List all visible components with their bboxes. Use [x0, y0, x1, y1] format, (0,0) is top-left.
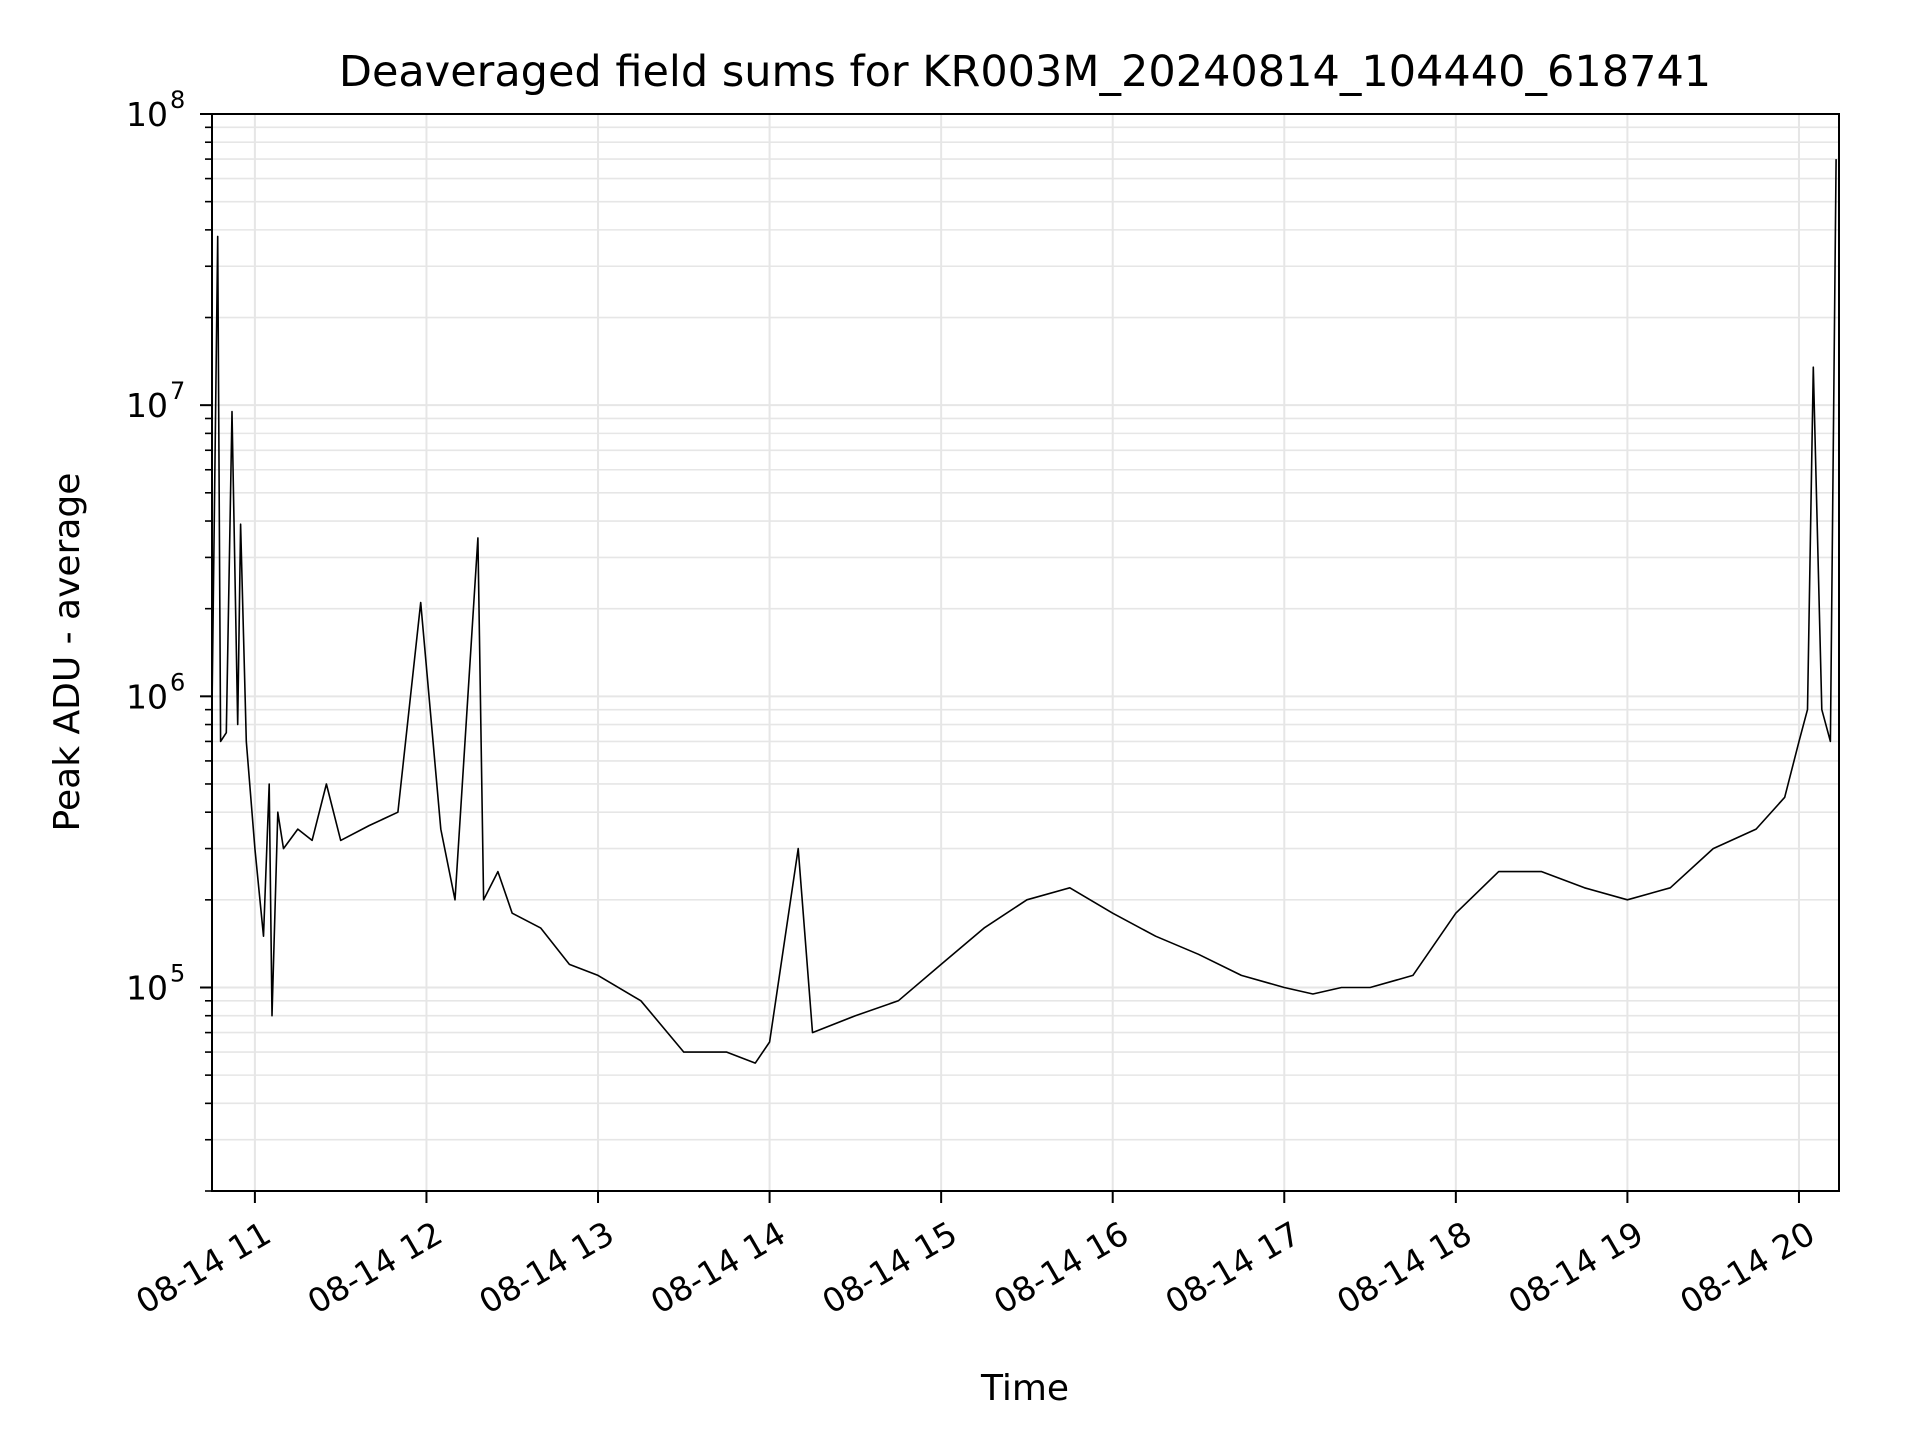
x-axis: 08-14 11 08-14 12 08-14 13 08-14 14 08-14 15…: [129, 1191, 1821, 1322]
series-line: [212, 159, 1837, 1064]
y-axis-title: Peak ADU - average: [47, 473, 88, 832]
x-tick-label: 08-14 13: [472, 1214, 620, 1322]
x-tick-label: 08-14 14: [644, 1214, 792, 1322]
x-tick-label: 08-14 11: [129, 1214, 277, 1322]
x-tick-label: 08-14 18: [1330, 1214, 1478, 1322]
x-tick-label: 08-14 12: [301, 1214, 449, 1322]
grid: [212, 113, 1839, 1192]
y-tick-label: 10: [126, 968, 168, 1007]
y-tick-exponent: 7: [170, 377, 185, 405]
x-tick-label: 08-14 20: [1673, 1214, 1821, 1322]
y-tick-exponent: 6: [170, 668, 185, 696]
x-tick-label: 08-14 16: [987, 1214, 1135, 1322]
plot-frame: [211, 113, 1840, 1192]
y-tick-label: 10: [126, 677, 168, 716]
data-layer: [212, 159, 1837, 1064]
y-tick-label: 10: [126, 95, 168, 134]
x-tick-label: 08-14 15: [816, 1214, 964, 1322]
y-tick-exponent: 8: [170, 86, 185, 114]
x-axis-title: Time: [980, 1368, 1069, 1409]
chart-title: Deaveraged field sums for KR003M_2024081…: [339, 47, 1711, 97]
x-tick-label: 08-14 17: [1159, 1214, 1307, 1322]
x-tick-label: 08-14 19: [1502, 1214, 1650, 1322]
y-tick-label: 10: [126, 386, 168, 425]
y-tick-exponent: 5: [170, 959, 185, 987]
